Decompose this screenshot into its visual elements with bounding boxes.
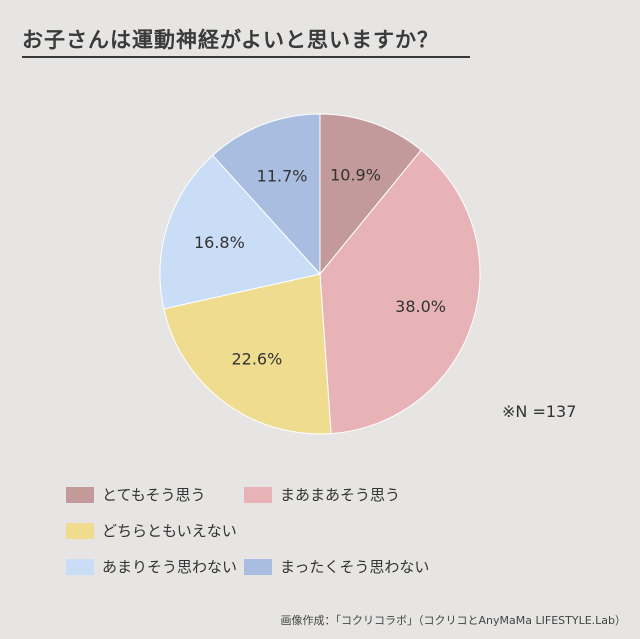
slice-dochira [163,273,332,435]
sample-size-note: ※N =137 [502,402,577,421]
image-credit: 画像作成：「コクリコラボ」（コクリコとAnyMaMa LIFESTYLE.Lab… [280,614,626,627]
slice-value-label: 38.0% [395,297,446,316]
legend-label: あまりそう思わない [102,558,238,576]
legend-item-maamaa: まあまあそう思う [244,484,400,505]
legend-label: まったくそう思わない [280,558,430,576]
title-underline [22,56,470,58]
legend-swatch [66,558,94,575]
legend-label: どちらともいえない [102,522,237,540]
legend-item-dochira: どちらともいえない [66,520,237,541]
slice-amari [159,154,321,310]
legend-label: とてもそう思う [102,486,206,504]
slice-value-label: 11.7% [257,167,308,186]
slice-value-label: 16.8% [194,233,245,252]
legend-label: まあまあそう思う [280,486,401,504]
legend-swatch [66,486,94,503]
legend-item-totemo: とてもそう思う [66,484,206,505]
legend-swatch [66,522,94,539]
slice-maamaa [319,149,481,435]
slice-totemo [319,113,422,276]
slice-mattaku [211,113,321,276]
legend-item-mattaku: まったくそう思わない [244,556,429,577]
slice-value-label: 10.9% [330,166,381,185]
legend-swatch [244,558,272,575]
chart-title: お子さんは運動神経がよいと思いますか？ [22,28,439,52]
legend-swatch [244,486,272,503]
legend-item-amari: あまりそう思わない [66,556,237,577]
slice-value-label: 22.6% [231,350,282,369]
